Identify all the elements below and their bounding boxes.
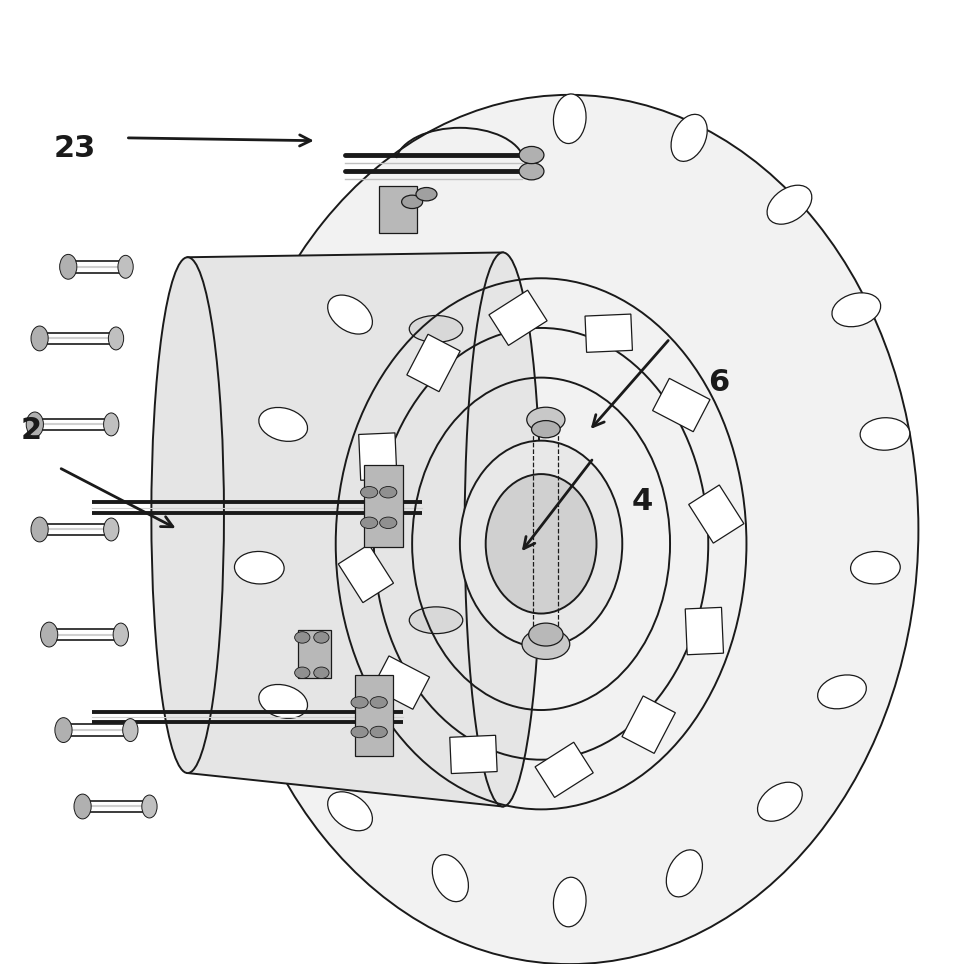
Ellipse shape — [103, 518, 119, 541]
Text: 6: 6 — [708, 368, 729, 397]
Ellipse shape — [103, 413, 119, 436]
Bar — [622, 696, 675, 753]
Ellipse shape — [26, 412, 43, 437]
Ellipse shape — [379, 517, 397, 528]
Bar — [364, 465, 402, 547]
Bar — [536, 742, 593, 798]
Polygon shape — [188, 252, 503, 807]
Ellipse shape — [351, 726, 368, 738]
Ellipse shape — [460, 441, 623, 647]
Ellipse shape — [118, 255, 133, 278]
Ellipse shape — [259, 684, 308, 718]
Ellipse shape — [860, 417, 910, 450]
Ellipse shape — [554, 94, 586, 144]
Bar — [338, 545, 394, 602]
Bar — [378, 186, 417, 234]
Ellipse shape — [108, 327, 124, 350]
Ellipse shape — [667, 849, 702, 897]
Ellipse shape — [832, 293, 880, 327]
Ellipse shape — [409, 607, 463, 633]
Ellipse shape — [74, 794, 91, 819]
Bar — [585, 314, 632, 352]
Ellipse shape — [314, 667, 329, 678]
Bar — [372, 656, 429, 709]
Ellipse shape — [401, 196, 422, 208]
Ellipse shape — [295, 667, 310, 678]
Ellipse shape — [519, 147, 544, 163]
Bar — [489, 290, 547, 345]
Bar — [689, 485, 744, 543]
Ellipse shape — [59, 254, 77, 279]
Ellipse shape — [851, 552, 901, 584]
Ellipse shape — [370, 697, 387, 708]
Bar — [449, 736, 497, 774]
Ellipse shape — [416, 188, 437, 200]
Ellipse shape — [314, 631, 329, 643]
Bar — [354, 674, 393, 756]
Bar — [652, 378, 710, 432]
Bar — [298, 630, 331, 677]
Text: 4: 4 — [632, 487, 653, 517]
Ellipse shape — [529, 623, 563, 646]
Text: 23: 23 — [54, 134, 96, 162]
Ellipse shape — [295, 631, 310, 643]
Ellipse shape — [532, 420, 560, 438]
Ellipse shape — [40, 622, 57, 647]
Ellipse shape — [221, 94, 919, 964]
Bar — [685, 607, 723, 655]
Ellipse shape — [758, 782, 802, 821]
Bar — [407, 335, 460, 392]
Ellipse shape — [123, 719, 138, 741]
Ellipse shape — [360, 486, 377, 498]
Ellipse shape — [113, 623, 128, 646]
Ellipse shape — [351, 697, 368, 708]
Ellipse shape — [465, 252, 541, 807]
Ellipse shape — [432, 854, 468, 902]
Ellipse shape — [486, 474, 597, 614]
Bar — [358, 433, 397, 481]
Ellipse shape — [31, 326, 48, 351]
Ellipse shape — [554, 878, 586, 927]
Text: 2: 2 — [20, 415, 41, 445]
Ellipse shape — [360, 517, 377, 528]
Ellipse shape — [379, 486, 397, 498]
Ellipse shape — [370, 726, 387, 738]
Ellipse shape — [235, 552, 285, 584]
Ellipse shape — [151, 257, 224, 774]
Ellipse shape — [767, 185, 811, 224]
Ellipse shape — [259, 408, 308, 442]
Ellipse shape — [671, 114, 707, 162]
Ellipse shape — [142, 795, 157, 818]
Ellipse shape — [55, 718, 72, 742]
Ellipse shape — [328, 792, 373, 831]
Ellipse shape — [519, 162, 544, 180]
Ellipse shape — [522, 629, 570, 660]
Ellipse shape — [31, 517, 48, 542]
Ellipse shape — [527, 408, 565, 432]
Ellipse shape — [817, 675, 866, 708]
Ellipse shape — [409, 315, 463, 342]
Ellipse shape — [328, 295, 373, 334]
